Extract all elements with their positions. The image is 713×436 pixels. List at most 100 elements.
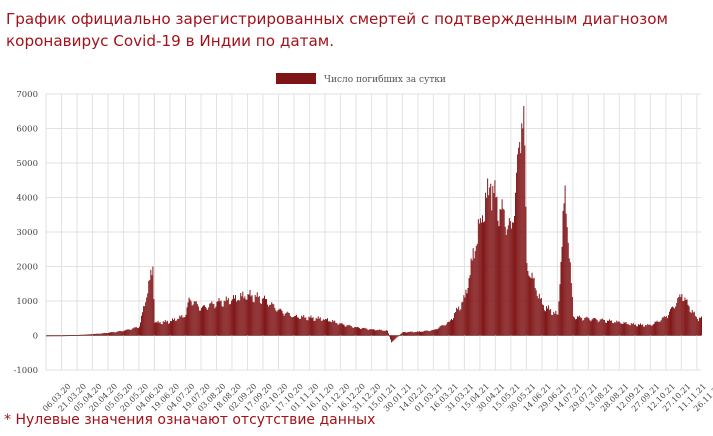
bar bbox=[534, 287, 536, 336]
bar bbox=[339, 322, 341, 336]
bar bbox=[319, 317, 321, 336]
bar bbox=[529, 276, 531, 336]
bar bbox=[587, 317, 589, 336]
bar bbox=[166, 320, 168, 336]
bar bbox=[327, 318, 328, 336]
bar bbox=[682, 301, 684, 336]
bar bbox=[567, 242, 569, 336]
bar bbox=[403, 332, 405, 336]
bar bbox=[189, 299, 191, 336]
bar bbox=[364, 327, 366, 336]
bar bbox=[437, 328, 439, 336]
bar bbox=[651, 325, 653, 336]
bar bbox=[351, 327, 353, 336]
bar bbox=[265, 299, 266, 336]
bar bbox=[207, 309, 209, 336]
bar bbox=[169, 321, 171, 336]
bar bbox=[254, 294, 256, 336]
bar bbox=[481, 215, 483, 336]
bar bbox=[338, 324, 340, 336]
bar bbox=[554, 313, 556, 336]
legend-label: Число погибших за сутки bbox=[324, 74, 446, 85]
bar bbox=[533, 277, 535, 336]
bar bbox=[546, 306, 548, 336]
bar bbox=[632, 322, 634, 336]
bar bbox=[466, 293, 468, 336]
bar bbox=[140, 322, 141, 336]
bar bbox=[109, 332, 110, 336]
bar bbox=[233, 295, 234, 336]
bar bbox=[561, 246, 563, 336]
bar bbox=[195, 301, 197, 336]
bar bbox=[257, 297, 259, 336]
bar bbox=[384, 330, 386, 336]
bar bbox=[129, 329, 131, 336]
bar bbox=[143, 306, 145, 336]
bar bbox=[595, 318, 597, 336]
bar bbox=[627, 323, 629, 336]
bar bbox=[462, 301, 464, 336]
bar bbox=[131, 328, 133, 336]
bar bbox=[314, 320, 316, 336]
bar bbox=[119, 331, 121, 336]
bar bbox=[406, 332, 408, 336]
bar bbox=[657, 321, 659, 336]
bar bbox=[310, 315, 312, 336]
bar bbox=[383, 330, 385, 336]
bar bbox=[500, 209, 502, 336]
bar bbox=[363, 327, 365, 336]
bar bbox=[91, 334, 93, 336]
bar bbox=[603, 319, 605, 336]
bar bbox=[598, 321, 600, 336]
bar bbox=[512, 222, 514, 336]
bar bbox=[586, 316, 588, 336]
bar bbox=[70, 335, 72, 336]
bar bbox=[611, 320, 613, 336]
bar bbox=[260, 303, 262, 336]
bar bbox=[130, 329, 132, 336]
bar bbox=[483, 222, 484, 336]
bar bbox=[457, 309, 459, 336]
bar bbox=[594, 317, 596, 336]
bar bbox=[691, 309, 693, 336]
bar bbox=[401, 333, 403, 336]
bar bbox=[185, 314, 187, 336]
bar bbox=[148, 280, 150, 336]
bar bbox=[560, 261, 562, 336]
bar bbox=[670, 309, 671, 336]
bar bbox=[622, 323, 624, 336]
bar bbox=[161, 324, 163, 336]
bar bbox=[548, 305, 550, 336]
bar bbox=[630, 323, 632, 336]
bar bbox=[308, 316, 310, 336]
bar bbox=[365, 328, 367, 336]
bar bbox=[523, 106, 525, 336]
bar bbox=[555, 310, 557, 336]
bar bbox=[89, 334, 91, 336]
bar bbox=[50, 335, 52, 337]
bar bbox=[537, 298, 539, 336]
bar bbox=[378, 329, 380, 336]
bar bbox=[519, 142, 521, 336]
bar bbox=[361, 328, 363, 336]
bar bbox=[399, 334, 401, 336]
bar bbox=[496, 196, 498, 336]
bar bbox=[613, 323, 615, 336]
bar bbox=[255, 296, 257, 336]
legend-swatch[interactable] bbox=[276, 73, 316, 84]
bar bbox=[479, 218, 481, 336]
bar bbox=[389, 335, 390, 337]
bar bbox=[436, 329, 438, 336]
bar bbox=[494, 180, 496, 336]
footnote: * Нулевые значения означают отсутствие д… bbox=[4, 412, 376, 428]
bar bbox=[489, 187, 491, 336]
bar bbox=[261, 298, 263, 336]
bar bbox=[335, 322, 337, 336]
bar bbox=[373, 329, 375, 336]
bar bbox=[501, 199, 503, 336]
bar bbox=[423, 331, 425, 336]
bar bbox=[654, 321, 656, 336]
bar bbox=[524, 145, 526, 336]
bar bbox=[74, 335, 76, 336]
bar bbox=[155, 321, 157, 336]
